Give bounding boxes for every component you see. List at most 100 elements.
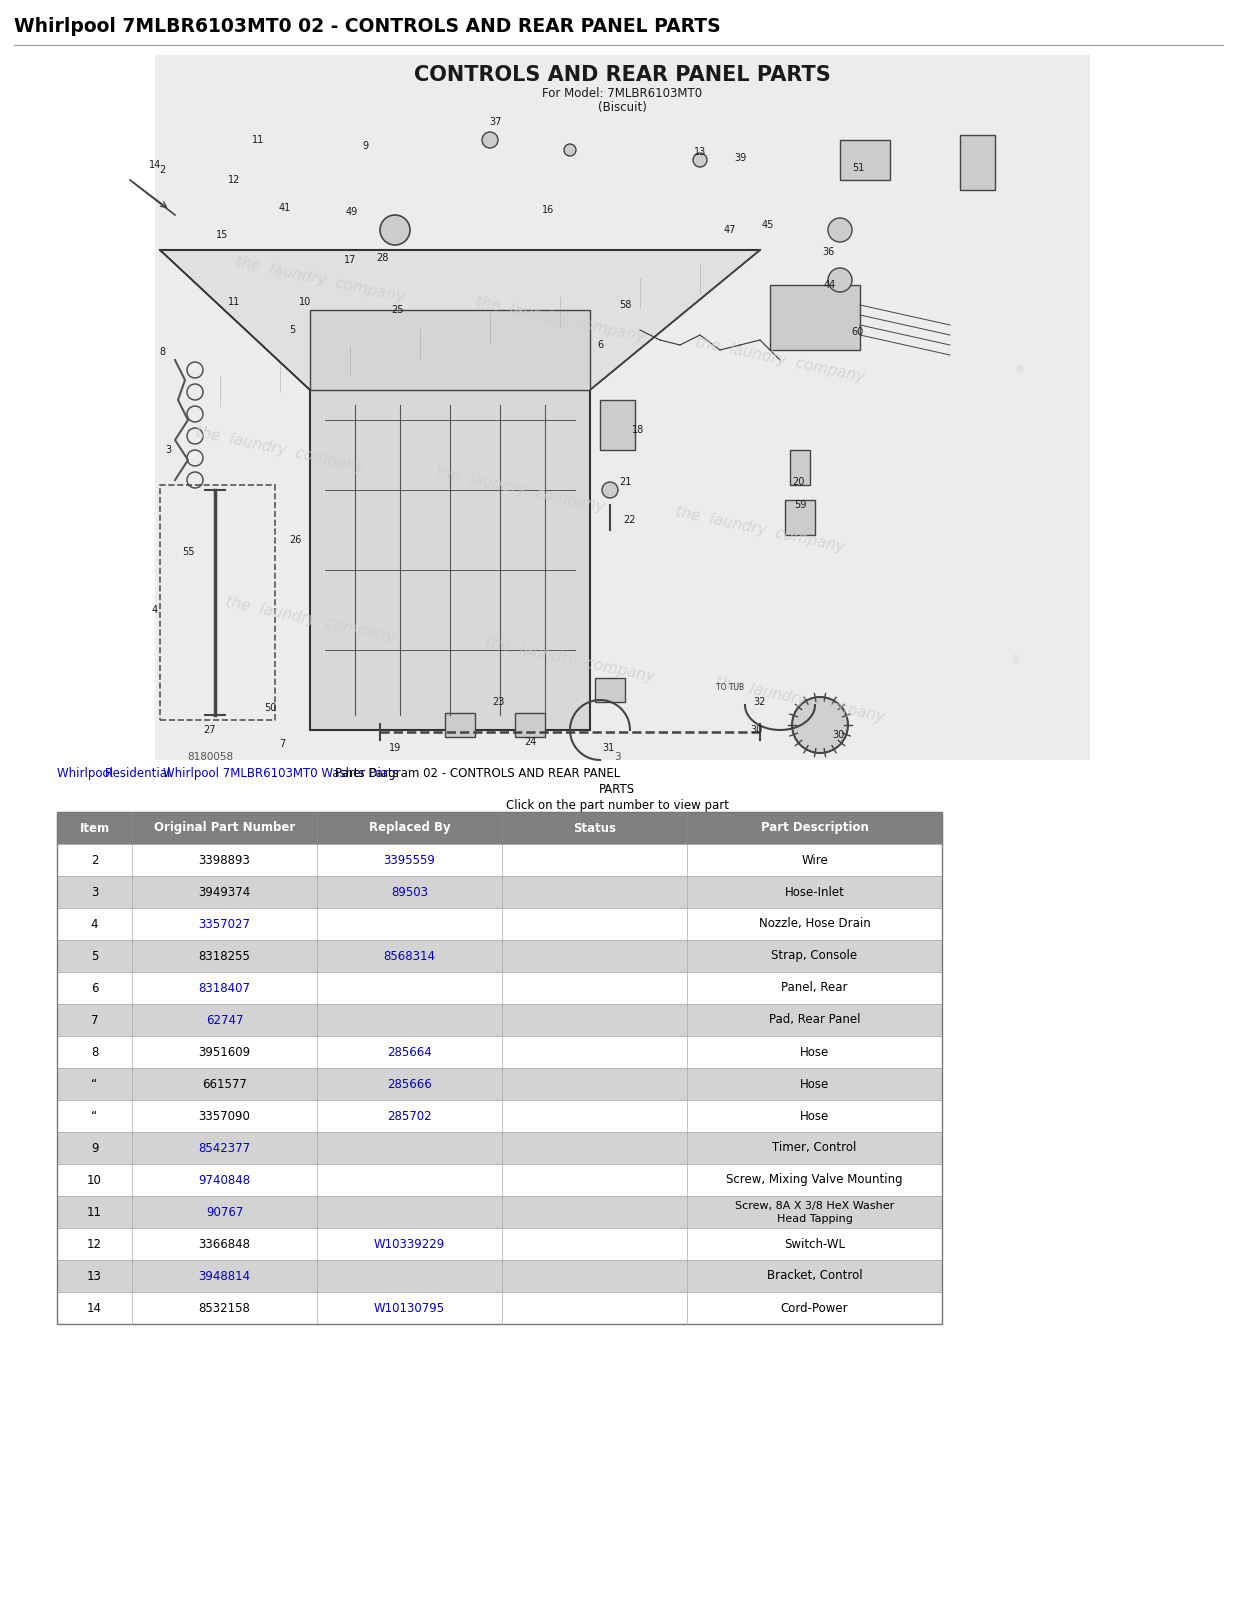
Text: 9: 9 <box>362 141 369 150</box>
Text: 8532158: 8532158 <box>199 1301 250 1315</box>
Text: 4: 4 <box>152 605 158 614</box>
Polygon shape <box>160 250 760 390</box>
Circle shape <box>482 133 499 149</box>
Text: 59: 59 <box>794 499 807 510</box>
Text: 3395559: 3395559 <box>383 853 435 867</box>
Text: 89503: 89503 <box>391 885 428 899</box>
Text: 18: 18 <box>632 426 644 435</box>
Text: 19: 19 <box>388 742 401 754</box>
Text: ®: ® <box>1011 654 1019 666</box>
Text: (Biscuit): (Biscuit) <box>597 101 647 114</box>
Text: 13: 13 <box>87 1269 101 1283</box>
Text: Hose: Hose <box>800 1109 829 1123</box>
Text: Switch-WL: Switch-WL <box>784 1237 845 1251</box>
Text: 11: 11 <box>252 134 265 146</box>
Text: Whirlpool: Whirlpool <box>57 766 116 781</box>
Text: 8568314: 8568314 <box>383 949 435 963</box>
Bar <box>57 1229 943 1261</box>
Bar <box>57 1293 943 1325</box>
Bar <box>445 714 475 738</box>
Text: 3357090: 3357090 <box>199 1109 250 1123</box>
Text: Status: Status <box>573 821 616 835</box>
Text: For Model: 7MLBR6103MT0: For Model: 7MLBR6103MT0 <box>543 86 703 99</box>
Text: CONTROLS AND REAR PANEL PARTS: CONTROLS AND REAR PANEL PARTS <box>414 66 831 85</box>
Text: 3948814: 3948814 <box>198 1269 251 1283</box>
Bar <box>515 714 546 738</box>
Text: 3: 3 <box>165 445 171 454</box>
Text: 36: 36 <box>821 246 834 258</box>
Text: 4: 4 <box>90 917 98 931</box>
Bar <box>57 877 943 909</box>
Text: 60: 60 <box>852 326 865 338</box>
Text: 285666: 285666 <box>387 1077 432 1091</box>
Text: 47: 47 <box>724 226 736 235</box>
Bar <box>57 813 943 1325</box>
Text: 8542377: 8542377 <box>198 1141 251 1155</box>
Text: 285664: 285664 <box>387 1045 432 1059</box>
Circle shape <box>828 218 852 242</box>
Text: the  laundry  company: the laundry company <box>694 334 866 386</box>
Text: TO TUB: TO TUB <box>716 683 745 693</box>
Text: 3: 3 <box>90 885 98 899</box>
Text: 20: 20 <box>792 477 804 486</box>
Bar <box>57 1197 943 1229</box>
Bar <box>155 54 1090 760</box>
Text: W10130795: W10130795 <box>374 1301 445 1315</box>
Text: 11: 11 <box>87 1205 101 1219</box>
Polygon shape <box>310 310 590 390</box>
Text: 9740848: 9740848 <box>198 1173 251 1187</box>
Text: 2: 2 <box>158 165 165 174</box>
Text: Hose: Hose <box>800 1045 829 1059</box>
Bar <box>57 1261 943 1293</box>
Text: 6: 6 <box>597 341 604 350</box>
Text: 90767: 90767 <box>205 1205 244 1219</box>
Text: Head Tapping: Head Tapping <box>777 1214 852 1224</box>
Text: 22: 22 <box>623 515 636 525</box>
Text: 49: 49 <box>346 206 359 218</box>
Bar <box>769 285 860 350</box>
Bar <box>595 678 625 702</box>
Text: Parts Diagram 02 - CONTROLS AND REAR PANEL: Parts Diagram 02 - CONTROLS AND REAR PAN… <box>335 766 621 781</box>
Bar <box>57 1037 943 1069</box>
Text: Timer, Control: Timer, Control <box>772 1141 857 1155</box>
Text: Panel, Rear: Panel, Rear <box>782 981 847 995</box>
Bar <box>57 1005 943 1037</box>
Text: ®: ® <box>1016 365 1025 374</box>
Bar <box>57 1069 943 1101</box>
Text: Hose: Hose <box>800 1077 829 1091</box>
Bar <box>600 400 635 450</box>
Text: Wire: Wire <box>802 853 828 867</box>
Text: 15: 15 <box>215 230 228 240</box>
Text: PARTS: PARTS <box>599 782 635 795</box>
Text: 10: 10 <box>299 298 312 307</box>
Text: Nozzle, Hose Drain: Nozzle, Hose Drain <box>758 917 871 931</box>
Text: 50: 50 <box>263 702 276 714</box>
Text: Whirlpool 7MLBR6103MT0 Washer Parts: Whirlpool 7MLBR6103MT0 Washer Parts <box>162 766 402 781</box>
Text: 8: 8 <box>90 1045 98 1059</box>
Circle shape <box>602 482 618 498</box>
Text: 16: 16 <box>542 205 554 214</box>
Text: the  laundry  company: the laundry company <box>434 464 606 515</box>
Text: the  laundry  company: the laundry company <box>224 595 396 645</box>
Bar <box>160 485 275 720</box>
Text: 9: 9 <box>90 1141 98 1155</box>
Text: Screw, Mixing Valve Mounting: Screw, Mixing Valve Mounting <box>726 1173 903 1187</box>
Circle shape <box>380 214 409 245</box>
Text: 14: 14 <box>87 1301 101 1315</box>
Text: the  laundry  company: the laundry company <box>194 424 366 475</box>
Text: “: “ <box>92 1077 98 1091</box>
Text: Bracket, Control: Bracket, Control <box>767 1269 862 1283</box>
Text: 14: 14 <box>148 160 161 170</box>
Bar <box>57 1101 943 1133</box>
Text: 3951609: 3951609 <box>198 1045 251 1059</box>
Bar <box>785 499 815 534</box>
Text: Item: Item <box>79 821 110 835</box>
Bar <box>57 909 943 939</box>
Text: 3398893: 3398893 <box>199 853 250 867</box>
Bar <box>57 1165 943 1197</box>
Text: 11: 11 <box>228 298 240 307</box>
Text: 3949374: 3949374 <box>198 885 251 899</box>
Text: 32: 32 <box>753 698 766 707</box>
Text: the  laundry  company: the laundry company <box>674 504 846 555</box>
Text: 661577: 661577 <box>202 1077 247 1091</box>
